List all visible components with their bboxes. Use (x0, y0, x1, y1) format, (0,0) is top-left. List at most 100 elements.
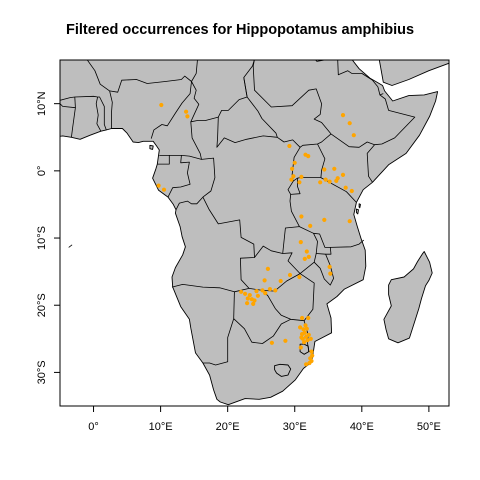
occurrence-point (347, 121, 352, 126)
occurrence-point (301, 327, 306, 332)
occurrence-point (302, 256, 307, 261)
x-tick-label: 10°E (149, 421, 173, 433)
occurrence-point (239, 289, 244, 294)
occurrence-point (300, 315, 305, 321)
occurrence-point (289, 177, 294, 182)
occurrence-point (308, 223, 313, 228)
y-tick-label: 10°S (36, 226, 48, 250)
country-border (171, 196, 255, 293)
x-tick-label: 40°E (350, 421, 374, 433)
madagascar-landmass (383, 251, 433, 344)
country-border (150, 60, 198, 139)
occurrence-point (156, 183, 161, 188)
y-tick-label: 0° (36, 166, 48, 177)
occurrence-point (327, 264, 332, 269)
occurrence-point (318, 180, 323, 185)
occurrence-point (347, 219, 352, 224)
country-border (159, 121, 202, 160)
occurrence-point (255, 293, 260, 298)
occurrence-point (287, 272, 293, 278)
occurrence-point (297, 180, 302, 185)
occurrence-point (161, 187, 167, 192)
occurrence-point (245, 301, 250, 306)
occurrence-point (299, 214, 304, 219)
occurrence-point (263, 291, 268, 296)
country-border (95, 96, 102, 132)
pemba-island (358, 203, 361, 209)
occurrence-point (247, 293, 252, 298)
occurrence-point (327, 179, 332, 184)
occurrence-point (332, 166, 337, 171)
occurrence-point (305, 338, 310, 343)
occurrence-point (351, 133, 356, 138)
country-border (233, 318, 291, 344)
occurrence-point (243, 291, 248, 296)
plot-frame (59, 59, 450, 407)
occurrence-point (267, 287, 272, 292)
occurrence-point (252, 298, 257, 303)
occurrence-point (302, 340, 307, 345)
occurrence-point (304, 249, 309, 254)
country-borders-layer (60, 60, 416, 366)
x-tick-label: 20°E (216, 421, 240, 433)
x-axis: 0° 10°E 20°E 30°E 40°E 50°E (88, 406, 441, 433)
occurrence-point (300, 332, 305, 337)
occurrence-point (245, 296, 250, 301)
occurrence-point (307, 360, 312, 366)
country-border (337, 60, 379, 88)
occurrence-point (185, 114, 190, 119)
y-tick-label: 20°S (36, 293, 48, 317)
y-tick-label: 30°S (36, 360, 48, 384)
map-panel (60, 60, 449, 406)
arabia-landmass (378, 60, 449, 86)
occurrence-point (299, 335, 304, 340)
country-border (157, 155, 170, 165)
occurrence-point (262, 278, 267, 283)
occurrence-point (273, 288, 278, 293)
country-border (252, 60, 332, 135)
occurrence-point (304, 326, 309, 331)
occurrence-point (304, 362, 309, 367)
occurrence-point (306, 154, 311, 159)
occurrence-point (322, 217, 327, 222)
occurrence-point (303, 323, 308, 328)
occurrence-point (283, 338, 288, 343)
occurrence-point (309, 349, 314, 354)
x-tick-label: 30°E (283, 421, 307, 433)
occurrence-point (184, 109, 189, 114)
country-border (325, 247, 332, 255)
occurrence-point (340, 172, 346, 177)
occurrence-point (265, 266, 270, 271)
occurrence-point (298, 345, 303, 350)
occurrence-point (287, 143, 292, 149)
occurrence-point (290, 166, 295, 171)
country-border (317, 143, 357, 203)
occurrence-point (343, 185, 348, 190)
country-border (366, 94, 416, 183)
land-layer (60, 60, 449, 406)
occurrence-point (308, 336, 313, 341)
occurrence-points-layer (156, 102, 356, 367)
occurrence-point (159, 102, 164, 108)
occurrence-point (297, 274, 302, 280)
africa-landmass (60, 60, 439, 406)
y-axis: 10°N 0° 10°S 20°S 30°S (36, 91, 60, 384)
country-border (287, 178, 301, 195)
lesotho-outline (274, 363, 292, 377)
occurrence-point (298, 325, 303, 330)
country-border (97, 96, 107, 131)
country-border (289, 194, 365, 248)
occurrence-point (260, 288, 265, 293)
bioko-island (149, 144, 154, 150)
occurrence-point (254, 289, 259, 294)
country-border (167, 155, 191, 198)
occurrence-point (298, 240, 303, 245)
zanzibar-island (355, 208, 359, 215)
occurrence-point (292, 160, 297, 165)
occurrence-point (322, 167, 327, 172)
occurrence-point (278, 278, 283, 284)
occurrence-point (306, 315, 311, 321)
occurrence-point (299, 174, 304, 179)
comoros-island (68, 244, 73, 248)
